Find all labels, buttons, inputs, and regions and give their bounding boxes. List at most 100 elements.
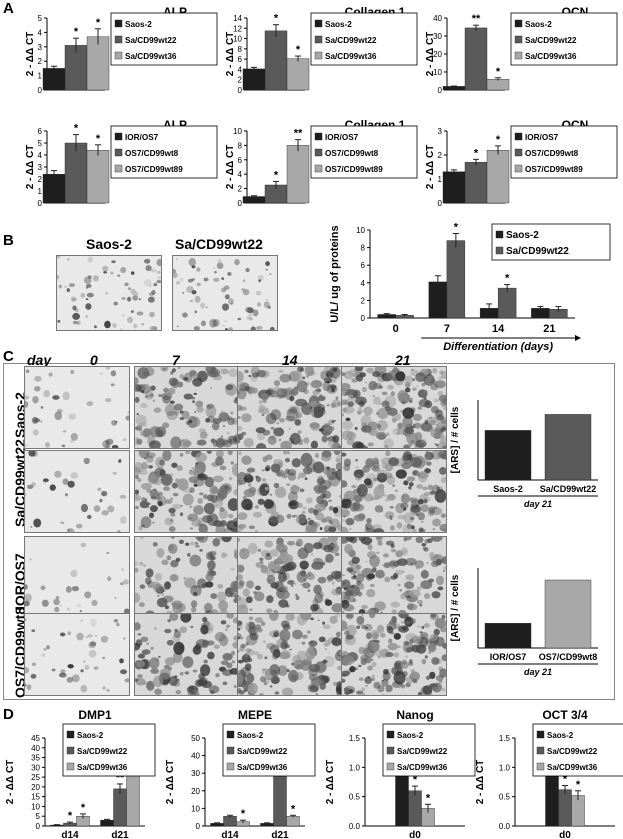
c3-ytick-label: 3 [38, 163, 43, 172]
cell-blob [176, 325, 179, 328]
cell-blob [168, 377, 178, 387]
c1-ytick-label: 10 [233, 35, 242, 44]
cell-blob [350, 570, 357, 576]
cell-blob [68, 283, 75, 288]
c10-ytick-label: 10 [191, 804, 200, 813]
cell-blob [179, 417, 184, 421]
cell-blob [312, 461, 325, 474]
cell-blob [401, 547, 408, 556]
cell-blob [167, 387, 176, 395]
cell-blob [25, 444, 28, 447]
cell-blob [358, 664, 362, 668]
cell-blob [372, 371, 381, 378]
cell-blob [316, 558, 320, 561]
cell-blob [381, 401, 390, 406]
cell-blob [110, 383, 115, 387]
cell-blob [426, 675, 431, 680]
c9-ytick-label: 15 [31, 793, 40, 802]
cell-blob [324, 422, 331, 427]
cell-blob [247, 683, 254, 691]
cell-blob [144, 498, 148, 501]
cell-blob [433, 398, 440, 403]
c6-cat-1: 7 [444, 323, 450, 335]
cell-blob [139, 584, 146, 589]
micrograph-r1-c0 [24, 450, 130, 533]
cell-blob [395, 569, 404, 575]
c9-sig-1-1: ** [116, 772, 125, 784]
cell-blob [193, 484, 198, 487]
cell-blob [123, 579, 129, 585]
panel-b-img1-label: Saos-2 [86, 236, 132, 252]
cell-blob [127, 411, 129, 414]
cell-blob [43, 389, 51, 398]
c12-title: OCT 3/4 [542, 708, 588, 722]
cell-blob [238, 597, 248, 609]
cell-blob [310, 617, 314, 621]
cell-blob [378, 402, 382, 405]
cell-blob [64, 285, 67, 288]
cell-blob [145, 265, 152, 272]
cell-blob [387, 642, 398, 651]
cell-blob [209, 690, 215, 695]
panel-letter-c: C [3, 348, 14, 365]
c7-ylabel: [ARS] / # cells [450, 406, 461, 473]
cell-blob [384, 576, 391, 583]
cell-blob [197, 679, 208, 686]
c5-sig-0-1: * [474, 147, 479, 159]
cell-blob [70, 296, 76, 302]
c1-legend-label-0: Saos-2 [325, 20, 352, 29]
cell-blob [391, 417, 397, 423]
c1-legend-swatch-2 [314, 51, 323, 60]
cell-blob [267, 305, 271, 309]
cell-blob [228, 476, 233, 481]
cell-blob [322, 659, 328, 664]
cell-blob [153, 282, 158, 287]
cell-blob [424, 451, 434, 461]
cell-blob [219, 368, 222, 370]
cell-blob [404, 581, 415, 590]
cell-blob [262, 429, 271, 436]
cell-blob [168, 507, 176, 514]
cell-blob [25, 683, 27, 687]
c2-legend-label-0: Saos-2 [525, 20, 552, 29]
cell-blob [424, 390, 428, 394]
cell-blob [404, 427, 414, 435]
cell-blob [213, 644, 220, 649]
c2-ytick-label: 10 [433, 68, 442, 77]
cell-blob [213, 266, 216, 270]
cell-blob [276, 471, 282, 477]
cell-blob [241, 431, 247, 436]
cell-blob [268, 515, 279, 523]
c8-bar-1-0 [544, 579, 592, 649]
cell-blob [54, 470, 62, 478]
cell-blob [245, 648, 252, 653]
cell-blob [248, 486, 257, 494]
c4-legend-box [310, 125, 418, 179]
cell-blob [171, 368, 176, 373]
cell-blob [327, 537, 339, 543]
cell-blob [342, 604, 355, 612]
cell-blob [238, 512, 248, 520]
cell-blob [402, 494, 405, 498]
micrograph-r2-c3 [341, 536, 447, 619]
cell-blob [191, 265, 196, 269]
c7-xlabel: day 21 [524, 499, 552, 509]
c9-legend-box [62, 723, 156, 777]
cell-blob [273, 610, 279, 614]
cell-blob [315, 684, 320, 687]
cell-blob [284, 644, 290, 649]
cell-blob [238, 650, 240, 653]
cell-blob [25, 667, 30, 674]
cell-blob [222, 652, 233, 661]
cell-blob [135, 622, 141, 631]
cell-blob [163, 486, 171, 492]
cell-blob [342, 509, 350, 518]
cell-blob [439, 680, 443, 684]
cell-blob [230, 411, 234, 415]
cell-blob [387, 384, 394, 390]
c3-legend-label-2: OS7/CD99wt89 [125, 165, 183, 174]
cell-blob [119, 328, 124, 330]
cell-blob [229, 668, 239, 675]
cell-blob [317, 619, 320, 622]
